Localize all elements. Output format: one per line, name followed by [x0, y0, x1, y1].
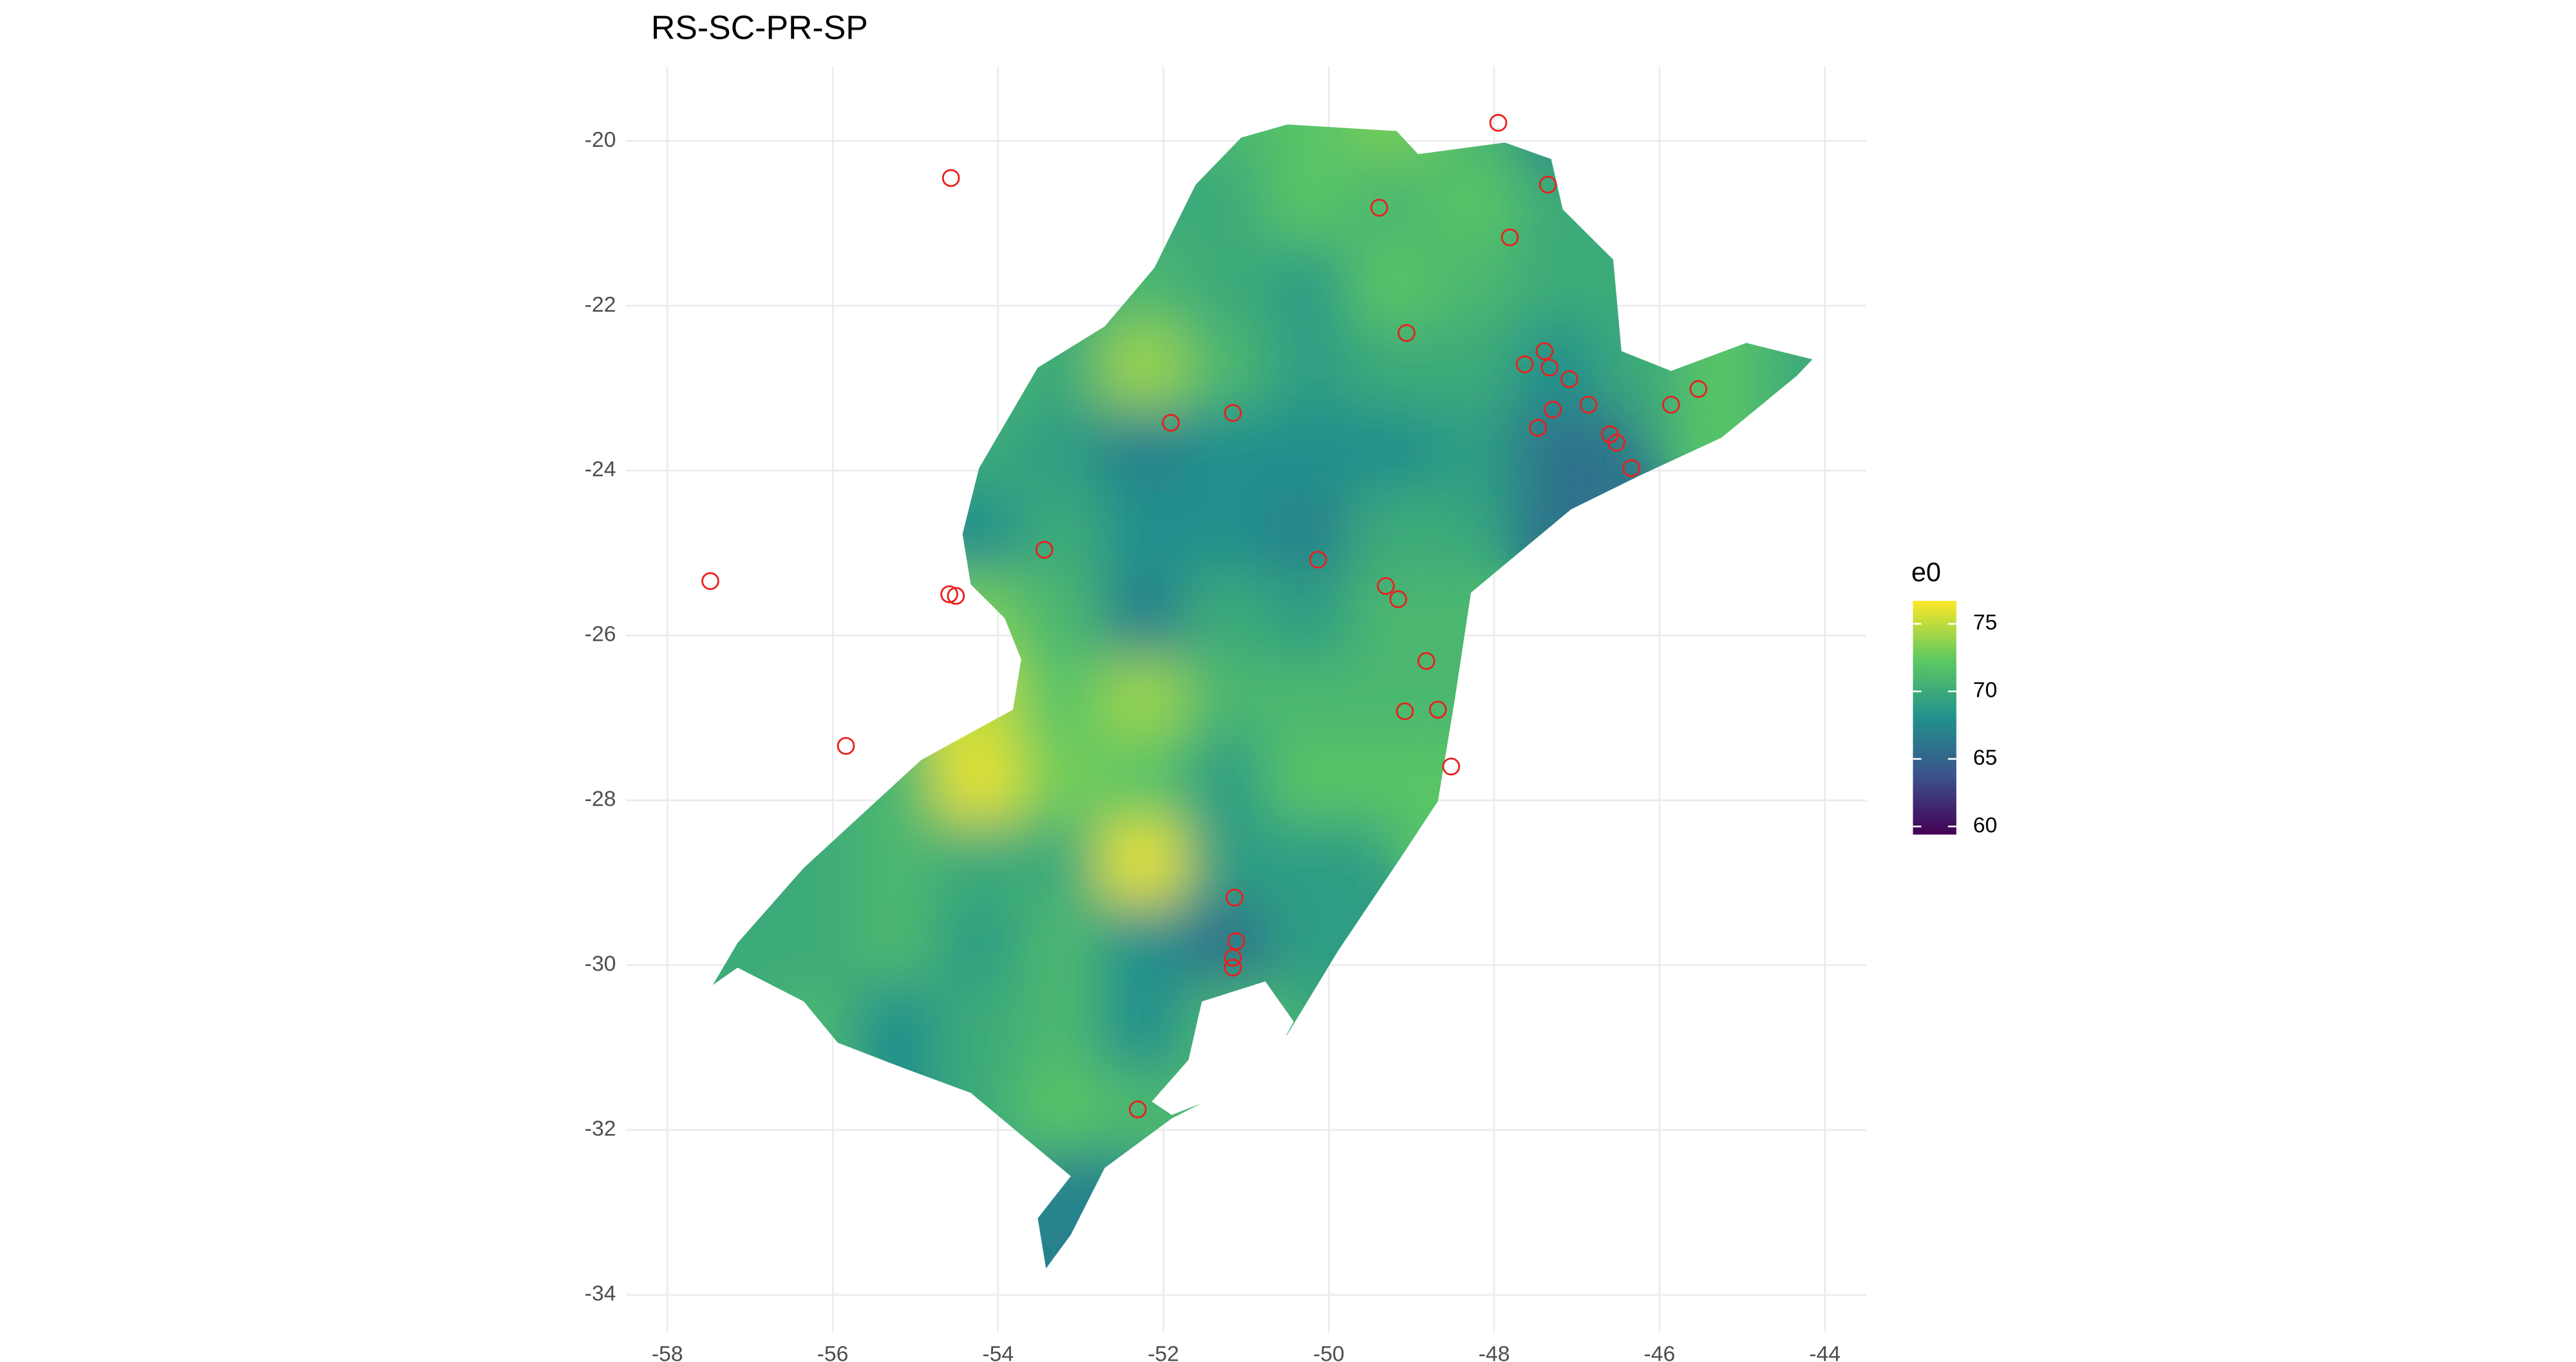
- point: [1579, 395, 1598, 414]
- x-tick-label: -44: [1809, 1343, 1841, 1362]
- point: [1535, 342, 1554, 361]
- point: [1540, 358, 1558, 377]
- surface-cell: [1680, 326, 1804, 450]
- point: [1397, 324, 1416, 342]
- point: [1501, 228, 1519, 247]
- point: [1489, 113, 1508, 132]
- point: [1162, 413, 1180, 432]
- lagoon: [1151, 981, 1294, 1115]
- point: [1224, 949, 1242, 967]
- surface: [712, 124, 1813, 1269]
- x-tick-label: -52: [1148, 1343, 1179, 1362]
- x-tick-label: -56: [817, 1343, 849, 1362]
- x-tick-label: -48: [1479, 1343, 1510, 1362]
- point: [1529, 419, 1548, 437]
- y-tick-label: -34: [585, 1282, 616, 1306]
- y-tick-label: -32: [585, 1117, 616, 1141]
- x-tick-label: -50: [1313, 1343, 1345, 1362]
- x-tick-label: -54: [982, 1343, 1014, 1362]
- surface-cell: [1018, 1150, 1143, 1269]
- point: [1428, 701, 1447, 719]
- y-tick-label: -28: [585, 788, 616, 811]
- point: [947, 587, 965, 605]
- colorbar-label: 75: [1973, 611, 1997, 635]
- x-tick-label: -46: [1644, 1343, 1676, 1362]
- point: [1227, 932, 1245, 951]
- axes: -58 -56 -54 -52 -50 -48 -46 -44 -20 -22 -24 -26 -28 -…: [585, 128, 1841, 1362]
- y-tick-label: -30: [585, 952, 616, 976]
- point: [1128, 1100, 1147, 1119]
- point: [1539, 175, 1557, 194]
- legend: e0 60 65 70 75: [1911, 557, 1997, 838]
- point: [1442, 757, 1461, 776]
- point: [1370, 198, 1388, 217]
- point: [1389, 590, 1408, 609]
- point: [1417, 652, 1435, 670]
- point: [1622, 459, 1641, 477]
- point: [1377, 577, 1395, 595]
- colorbar-label: 70: [1973, 679, 1997, 703]
- y-tick-label: -26: [585, 623, 616, 647]
- point: [1560, 370, 1578, 388]
- chart-title: RS-SC-PR-SP: [651, 8, 868, 46]
- point: [942, 169, 960, 187]
- colorbar-label: 65: [1973, 746, 1997, 770]
- y-tick-label: -22: [585, 293, 616, 317]
- colorbar: [1913, 601, 1956, 835]
- point: [1662, 395, 1680, 414]
- point: [1309, 551, 1327, 569]
- point: [1224, 958, 1242, 977]
- y-tick-label: -20: [585, 128, 616, 152]
- point: [837, 737, 855, 755]
- point: [1396, 702, 1414, 721]
- point: [1544, 401, 1562, 419]
- x-tick-label: -58: [652, 1343, 683, 1362]
- point: [940, 585, 958, 603]
- point: [1035, 540, 1054, 559]
- point: [1224, 404, 1242, 422]
- colorbar-label: 60: [1973, 813, 1997, 837]
- legend-title: e0: [1911, 557, 1941, 587]
- surface-cell: [1515, 408, 1639, 533]
- point: [1515, 355, 1534, 374]
- point: [1607, 433, 1625, 452]
- point: [701, 572, 719, 591]
- surface-clip: [712, 124, 1813, 1269]
- y-tick-label: -24: [585, 458, 616, 482]
- points: [701, 113, 1708, 1119]
- point: [1226, 888, 1244, 907]
- point: [1689, 380, 1708, 398]
